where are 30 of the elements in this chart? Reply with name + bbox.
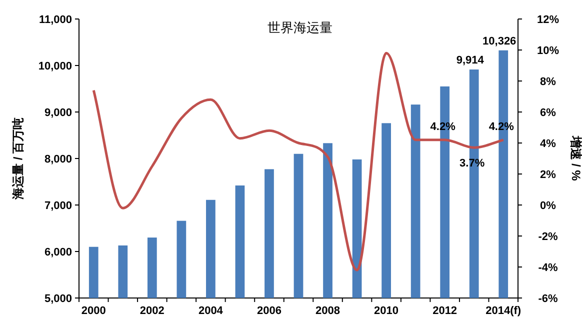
y-tick-label: 10,000 xyxy=(38,60,72,72)
y2-tick-label: -2% xyxy=(538,231,558,243)
x-tick-label: 2002 xyxy=(140,305,164,317)
data-label: 10,326 xyxy=(482,35,516,48)
x-tick-label: 2014(f) xyxy=(486,305,522,317)
y2-tick-label: 0% xyxy=(540,200,556,212)
y2-tick-label: -4% xyxy=(538,262,558,274)
y-tick-label: 11,000 xyxy=(38,14,72,26)
y-tick-label: 6,000 xyxy=(44,246,72,258)
x-tick-label: 2010 xyxy=(374,305,399,317)
y-tick-label: 9,000 xyxy=(44,107,72,119)
y2-tick-label: 10% xyxy=(536,45,560,57)
x-tick-label: 2008 xyxy=(316,305,340,317)
x-tick-label: 2006 xyxy=(256,305,282,317)
x-tick-label: 2000 xyxy=(81,305,106,317)
y2-tick-label: 6% xyxy=(540,107,556,119)
y2-tick-label: 2% xyxy=(540,169,556,181)
y2-axis-title: 增速 / % xyxy=(569,135,582,182)
y2-tick-label: 4% xyxy=(540,138,556,150)
y2-tick-label: 8% xyxy=(540,76,556,88)
y-tick-label: 8,000 xyxy=(44,154,72,166)
y-tick-label: 5,000 xyxy=(44,293,72,305)
x-tick-label: 2004 xyxy=(198,305,224,317)
y-tick-label: 7,000 xyxy=(44,200,72,212)
chart-title: 世界海运量 xyxy=(268,20,332,35)
x-tick-label: 2012 xyxy=(432,305,458,317)
y2-tick-label: -6% xyxy=(538,293,558,305)
data-label: 9,914 xyxy=(456,54,485,66)
y-axis-title: 海运量 / 百万吨 xyxy=(11,117,25,201)
y2-tick-label: 12% xyxy=(536,14,560,26)
